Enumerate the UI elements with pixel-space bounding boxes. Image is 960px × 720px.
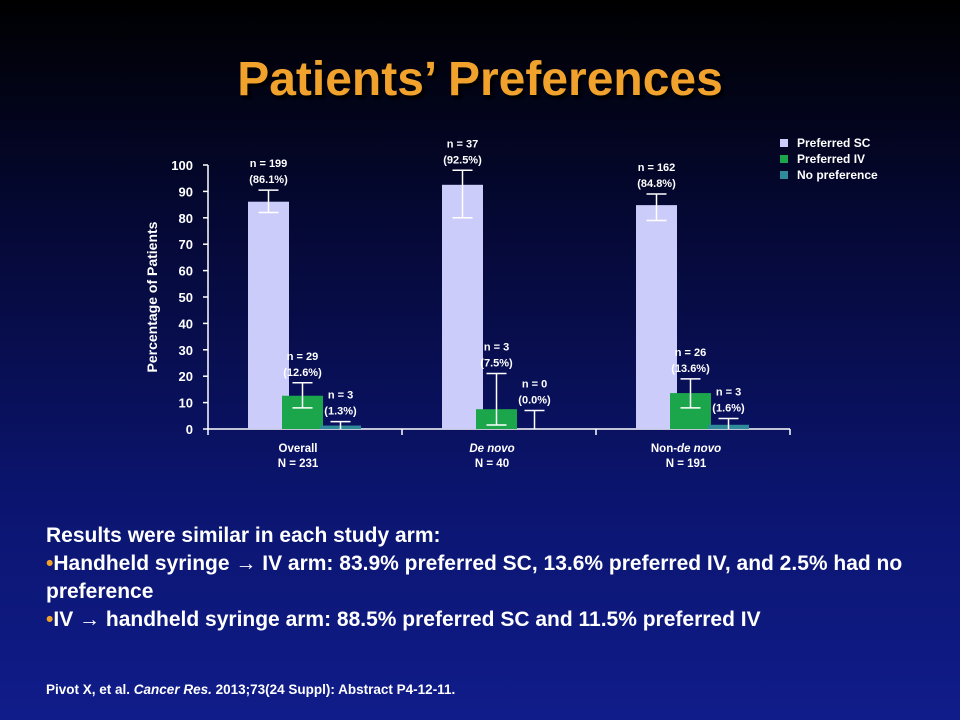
y-axis-label: Percentage of Patients (144, 221, 160, 372)
legend-label: Preferred IV (797, 152, 865, 166)
data-label-pct: (0.0%) (518, 395, 551, 407)
y-tick-label: 90 (179, 184, 193, 199)
bullet-item-1: •Handheld syringe → IV arm: 83.9% prefer… (46, 550, 926, 606)
data-label-pct: (13.6%) (671, 363, 710, 375)
data-label-n: n = 199 (250, 158, 288, 170)
bullet-text-1: Handheld syringe → IV arm: 83.9% preferr… (46, 552, 903, 603)
summary-heading: Results were similar in each study arm: (46, 524, 441, 547)
y-tick-label: 80 (179, 211, 193, 226)
citation-journal: Cancer Res. (133, 682, 212, 697)
x-category-n: N = 40 (475, 458, 509, 470)
data-label-n: n = 29 (287, 351, 319, 363)
legend-swatch (780, 171, 788, 179)
legend-label: No preference (797, 168, 878, 182)
data-label-n: n = 3 (716, 386, 741, 398)
data-label-pct: (12.6%) (283, 367, 322, 379)
y-tick-label: 40 (179, 316, 193, 331)
y-tick-label: 30 (179, 343, 193, 358)
y-tick-label: 50 (179, 290, 193, 305)
bullet-marker: • (46, 552, 54, 575)
bar-preferred-sc (248, 201, 289, 429)
x-category-label: De novo (469, 443, 514, 455)
bullet-marker: • (46, 608, 54, 631)
data-label-n: n = 26 (675, 347, 707, 359)
y-tick-label: 100 (171, 158, 193, 173)
data-label-pct: (7.5%) (480, 358, 513, 370)
data-label-pct: (1.3%) (324, 406, 357, 418)
data-label-n: n = 3 (328, 390, 353, 402)
y-tick-label: 70 (179, 237, 193, 252)
legend-swatch (780, 139, 788, 147)
citation-authors: Pivot X, et al. (46, 682, 131, 697)
citation-details: 2013;73(24 Suppl): Abstract P4-12-11. (215, 682, 456, 697)
data-label-n: n = 3 (484, 342, 509, 354)
y-tick-label: 20 (179, 369, 193, 384)
data-label-n: n = 0 (522, 379, 547, 391)
data-label-pct: (1.6%) (712, 402, 745, 414)
bullet-text-2: IV → handheld syringe arm: 88.5% preferr… (53, 608, 761, 631)
x-category-n: N = 231 (278, 458, 319, 470)
x-category-label: Overall (279, 443, 318, 455)
data-label-pct: (86.1%) (249, 174, 288, 186)
x-category-n: N = 191 (666, 458, 707, 470)
y-tick-label: 0 (186, 422, 193, 437)
summary-text: Results were similar in each study arm: … (46, 522, 926, 634)
bar-preferred-sc (442, 184, 483, 429)
data-label-n: n = 37 (447, 138, 479, 150)
y-tick-label: 10 (179, 396, 193, 411)
legend-swatch (780, 155, 788, 163)
data-label-pct: (92.5%) (443, 154, 482, 166)
preference-bar-chart: 0 10 20 30 40 50 60 70 80 90 100 Percentage of Pati… (144, 136, 878, 470)
legend-label: Preferred SC (797, 136, 871, 150)
slide-title: Patients’ Preferences (237, 53, 723, 106)
bar-preferred-sc (636, 205, 677, 429)
y-tick-label: 60 (179, 264, 193, 279)
data-label-pct: (84.8%) (637, 178, 676, 190)
bullet-item-2: •IV → handheld syringe arm: 88.5% prefer… (46, 606, 926, 634)
x-category-label: Non-de novo (651, 443, 721, 455)
citation: Pivot X, et al. Cancer Res. 2013;73(24 S… (46, 682, 455, 697)
data-label-n: n = 162 (638, 162, 676, 174)
